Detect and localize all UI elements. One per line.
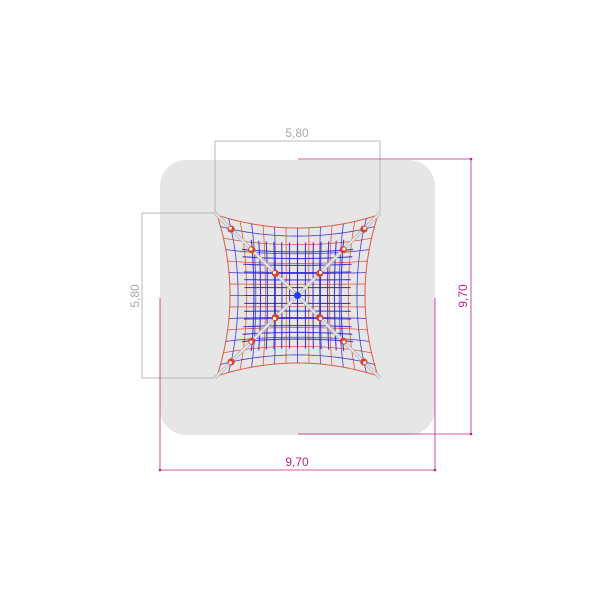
area-depth-label: 9,70 (456, 284, 470, 308)
net-anchor-node-highlight (342, 247, 346, 251)
area-width-label: 9,70 (285, 455, 309, 469)
net-anchor-node-highlight (342, 340, 346, 344)
net-anchor-node-highlight (228, 361, 232, 365)
net-center-hub (294, 292, 301, 299)
net-anchor-node-highlight (272, 316, 277, 321)
net-width-label: 5,80 (285, 126, 309, 140)
net-depth-label: 5,80 (128, 284, 142, 308)
net-rope-inner (340, 239, 345, 352)
net-anchor-node-highlight (249, 247, 253, 251)
net-rope (364, 214, 379, 377)
net-anchor-node-highlight (249, 340, 253, 344)
net-rope (220, 354, 375, 365)
net-anchor-node-highlight (228, 226, 232, 230)
net-anchor-node-highlight (318, 270, 323, 275)
net-anchor-node-highlight (363, 361, 367, 365)
net-anchor-node-highlight (318, 316, 323, 321)
net-rope (216, 362, 379, 377)
net-anchor-node-highlight (363, 226, 367, 230)
net-rope-inner (241, 338, 354, 343)
net-rope (356, 218, 367, 373)
net-anchor-node-highlight (272, 270, 277, 275)
climbing-net (213, 211, 382, 380)
area-dimension-lines (159, 158, 472, 471)
net-dimension-lines (141, 140, 381, 379)
